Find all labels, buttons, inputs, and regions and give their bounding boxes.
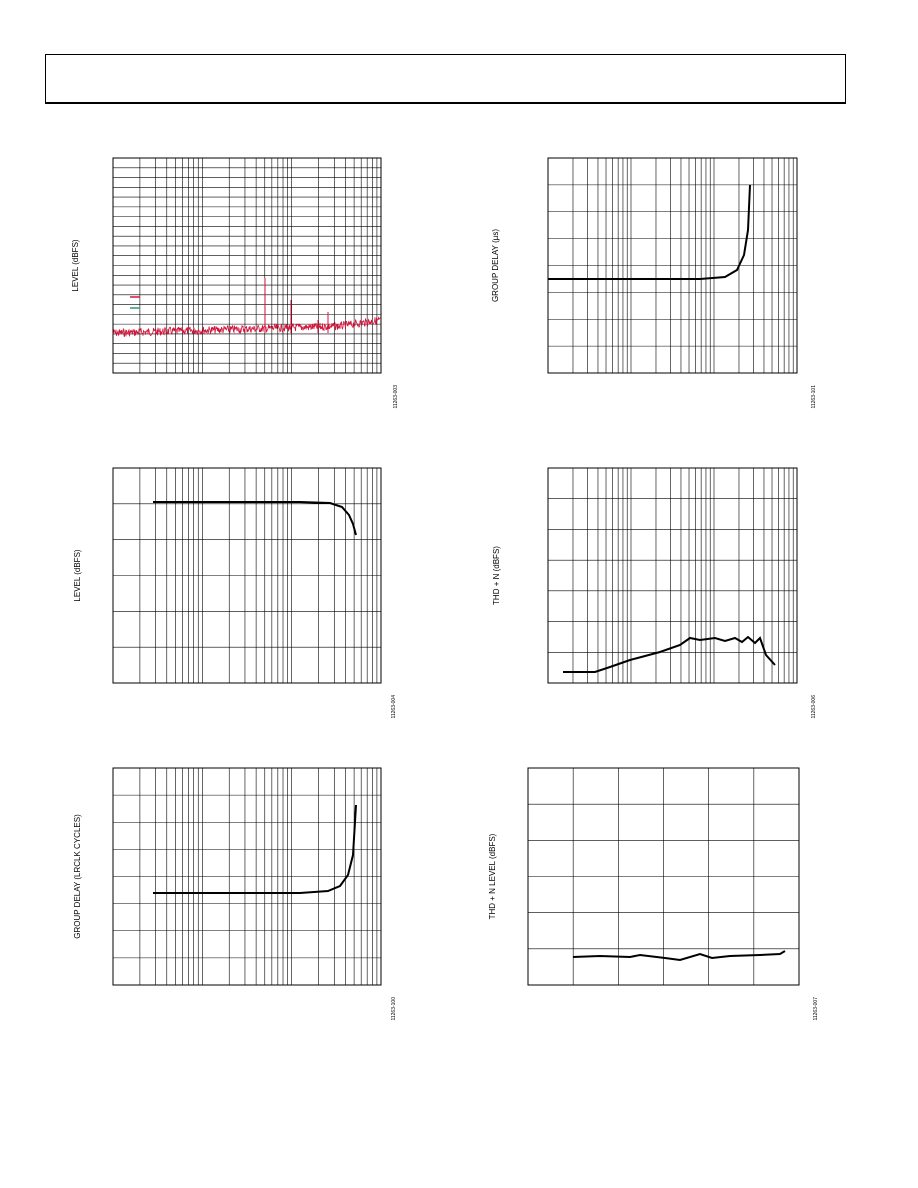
plot-frame xyxy=(547,467,798,684)
plot-frame xyxy=(112,767,382,986)
y-axis-label: THD + N (dBFS) xyxy=(492,546,501,605)
figure-id: 11263-003 xyxy=(393,385,399,409)
plot-frame xyxy=(547,157,798,374)
y-axis-label: GROUP DELAY (LRCLK CYCLES) xyxy=(73,814,82,939)
figure-id: 11263-101 xyxy=(811,385,817,409)
spectrum-trace xyxy=(112,316,382,337)
y-axis-label: THD + N LEVEL (dBFS) xyxy=(488,833,497,919)
figure-id: 11263-007 xyxy=(813,997,819,1021)
figure-id: 11263-006 xyxy=(811,695,817,719)
y-axis-label: LEVEL (dBFS) xyxy=(71,239,80,292)
header-box xyxy=(45,54,846,104)
plot-frame xyxy=(527,767,800,986)
plot-frame xyxy=(112,467,382,684)
y-axis-label: GROUP DELAY (µs) xyxy=(491,229,500,302)
thd-level-curve xyxy=(572,950,786,962)
plot-frame xyxy=(112,157,382,374)
group-delay-curve xyxy=(153,804,357,894)
thd-curve xyxy=(563,635,776,673)
level-curve xyxy=(153,501,357,536)
figure-id: 11263-004 xyxy=(391,695,397,719)
figure-id: 11263-100 xyxy=(391,997,397,1021)
group-delay-curve xyxy=(548,184,751,280)
y-axis-label: LEVEL (dBFS) xyxy=(73,549,82,602)
